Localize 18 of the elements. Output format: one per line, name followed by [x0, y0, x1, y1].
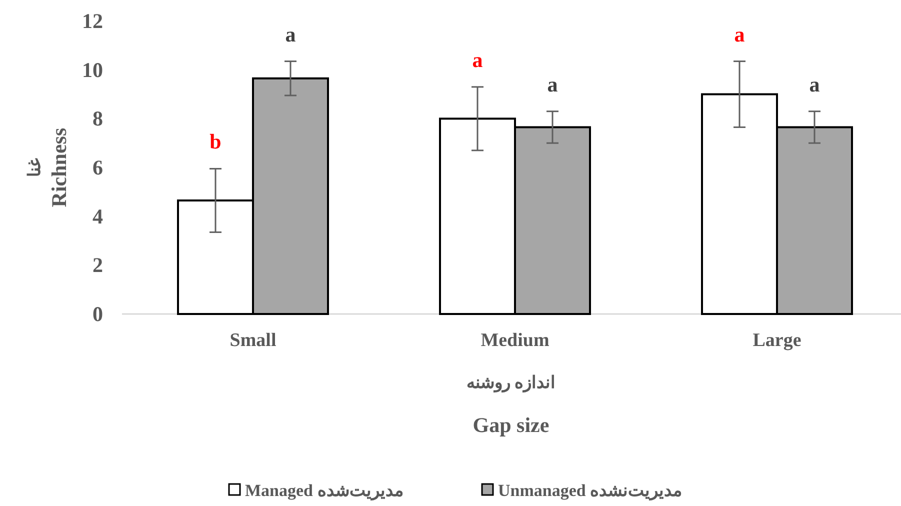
x-tick-label: Large — [752, 330, 802, 351]
annotation: a — [809, 72, 820, 96]
y-tick-label: 12 — [82, 9, 103, 33]
y-tick-label: 0 — [92, 302, 103, 326]
y-tick-label: 10 — [82, 58, 103, 82]
annotation: a — [285, 22, 296, 46]
annotation: a — [472, 48, 484, 72]
x-tick-label: Small — [230, 330, 276, 351]
annotation: a — [734, 22, 746, 46]
y-tick-label: 2 — [92, 253, 103, 278]
x-tick-label: Medium — [480, 330, 550, 351]
legend-label: Unmanaged مدیریت‌نشده — [498, 481, 682, 501]
annotation: a — [547, 72, 558, 96]
y-tick-label: 4 — [92, 204, 104, 228]
y-tick-label: 8 — [92, 106, 103, 131]
legend-label: Managed مدیریت‌شده — [245, 481, 404, 501]
annotation: b — [210, 130, 222, 154]
y-tick-label: 6 — [92, 156, 103, 180]
